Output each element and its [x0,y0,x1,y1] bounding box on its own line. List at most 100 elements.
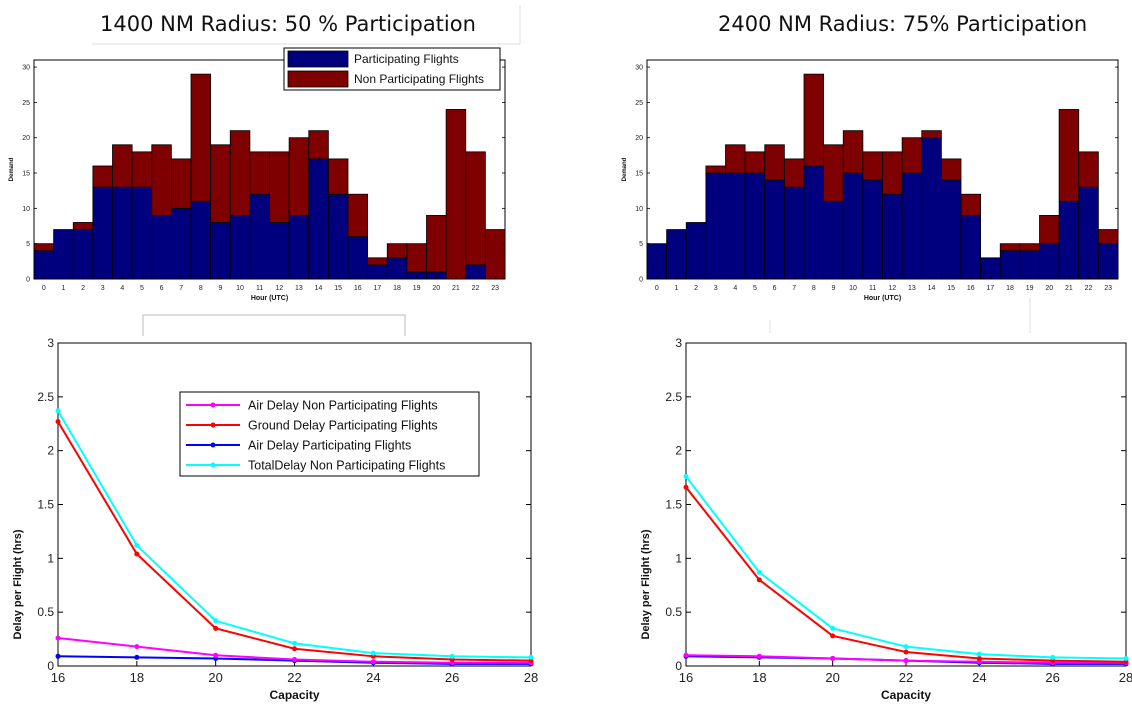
y-tick-label: 10 [22,206,30,213]
y-tick-label: 0.5 [665,605,682,619]
y-tick-label: 1.5 [37,498,54,512]
bar-non-participating-15 [327,158,349,195]
x-tick-label: 1 [674,285,678,292]
bar-non-participating-8 [803,73,825,167]
x-tick-label: 0 [655,285,659,292]
y-tick-label: 0 [26,277,30,284]
bar-participating-1 [666,229,687,280]
x-tick-label: 10 [849,285,857,292]
legend-label: Air Delay Non Participating Flights [248,399,438,413]
legend-swatch [287,70,349,88]
x-axis-label: Hour (UTC) [251,295,288,302]
y-tick-label: 20 [635,135,643,142]
bar-participating-3 [705,172,726,280]
x-tick-label: 16 [679,670,693,685]
bar-participating-10 [842,172,864,280]
x-axis-label: Capacity [881,688,931,702]
bar-non-participating-18 [999,243,1021,252]
bar-participating-21 [1058,200,1080,280]
series-point-3 [55,408,61,414]
x-tick-label: 8 [199,285,203,292]
series-point-3 [528,654,534,660]
x-tick-label: 2 [81,285,85,292]
x-tick-label: 6 [160,285,164,292]
bar-non-participating-12 [269,151,290,223]
plot-area [57,342,532,667]
x-tick-label: 12 [888,285,896,292]
bar-non-participating-11 [249,151,270,195]
bar-non-participating-18 [386,243,408,259]
y-tick-label: 5 [26,241,30,248]
bar-non-participating-7 [783,158,805,188]
right-panel-title: 2400 NM Radius: 75% Participation [718,12,1088,36]
x-tick-label: 18 [393,285,401,292]
x-tick-label: 18 [752,670,766,685]
y-tick-label: 0.5 [37,605,54,619]
x-tick-label: 28 [1119,670,1132,685]
x-tick-label: 17 [374,285,382,292]
bar-participating-14 [921,137,942,280]
x-tick-label: 17 [987,285,995,292]
x-tick-label: 12 [275,285,283,292]
x-tick-label: 5 [140,285,144,292]
x-tick-label: 24 [972,670,986,685]
y-tick-label: 2 [675,444,682,458]
bar-non-participating-6 [764,144,785,181]
bar-participating-5 [131,186,153,280]
bar-participating-4 [725,172,746,280]
bar-non-participating-15 [940,158,962,181]
bar-non-participating-10 [229,130,251,216]
y-tick-label: 5 [639,241,643,248]
bar-non-participating-19 [1019,243,1040,252]
x-tick-label: 15 [334,285,342,292]
x-tick-label: 11 [256,285,263,292]
x-tick-label: 8 [812,285,816,292]
series-point-1 [134,551,140,557]
x-tick-label: 3 [714,285,718,292]
bar-non-participating-20 [426,215,447,273]
y-tick-label: 25 [635,100,643,107]
series-point-0 [830,655,836,661]
y-axis-label: Demand [9,157,15,181]
series-point-3 [292,640,297,646]
legend-marker [210,402,216,408]
x-axis-label: Hour (UTC) [864,295,901,302]
bar-non-participating-4 [112,144,133,188]
bar-participating-14 [308,158,329,280]
bar-non-participating-23 [484,229,506,280]
y-tick-label: 1 [47,551,54,565]
bar-participating-19 [1019,250,1040,280]
bar-participating-8 [190,200,212,280]
series-point-0 [370,659,376,665]
y-tick-label: 0 [639,277,643,284]
bar-participating-2 [685,222,707,280]
y-tick-label: 10 [635,206,643,213]
plot-area [685,342,1127,667]
bar-non-participating-19 [406,243,427,273]
bar-participating-6 [151,215,172,280]
x-tick-label: 22 [472,285,480,292]
bar-participating-17 [980,257,1001,280]
series-point-0 [292,657,297,663]
x-tick-label: 28 [524,670,538,685]
x-tick-label: 10 [236,285,244,292]
bar-non-participating-13 [901,137,923,174]
bar-non-participating-22 [465,151,486,266]
y-tick-label: 2.5 [37,390,54,404]
series-point-2 [55,653,61,659]
y-tick-label: 25 [22,100,30,107]
bar-participating-11 [249,193,270,280]
bar-non-participating-9 [210,144,231,223]
bar-participating-1 [53,229,74,280]
x-tick-label: 7 [179,285,183,292]
y-tick-label: 3 [675,336,682,350]
bar-participating-12 [269,222,290,280]
bar-non-participating-5 [744,151,766,174]
x-tick-label: 4 [120,285,124,292]
series-point-3 [134,542,140,548]
y-tick-label: 30 [635,65,643,72]
x-tick-label: 22 [287,670,301,685]
y-tick-label: 30 [22,65,30,72]
bar-participating-12 [882,193,903,280]
series-point-3 [830,625,836,631]
